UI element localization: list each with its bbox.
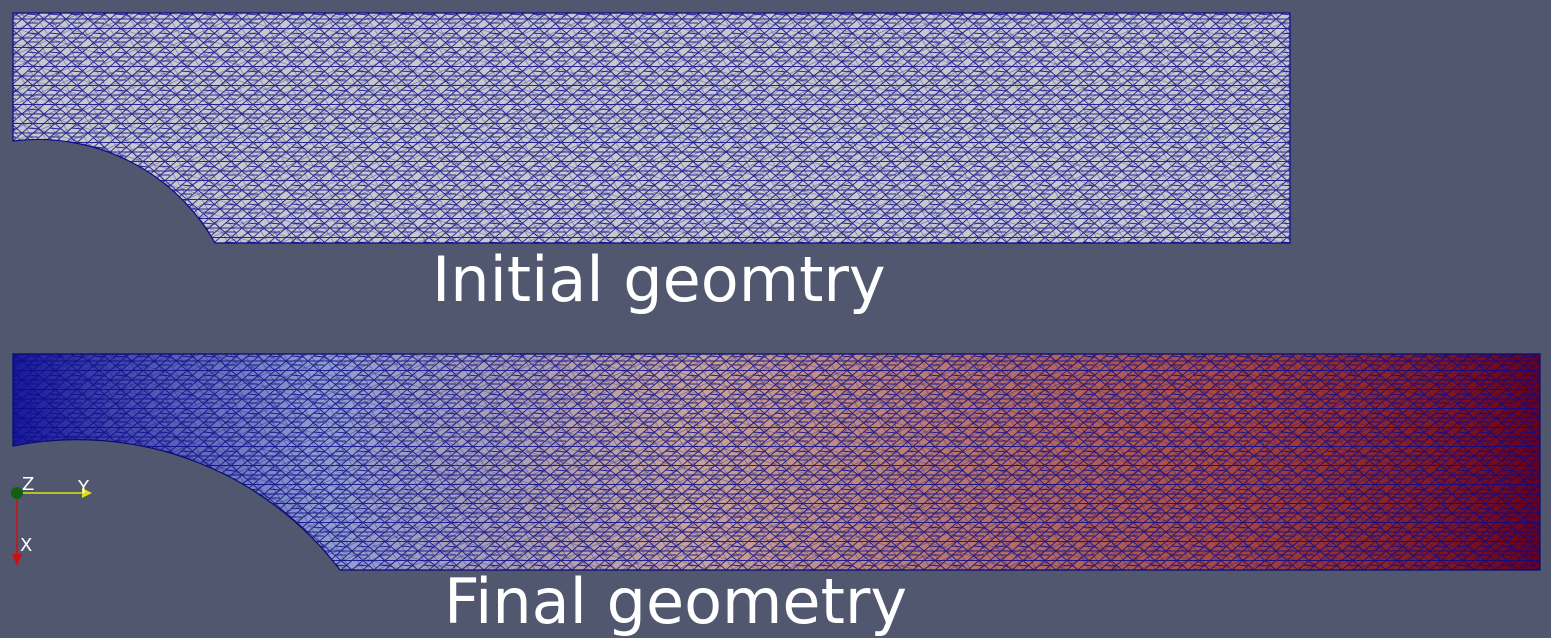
- initial-mesh-outline: [12, 12, 1291, 244]
- x-axis-label: X: [20, 535, 33, 556]
- final-mesh-outline: [12, 353, 1541, 571]
- z-axis-label: Z: [22, 474, 35, 495]
- final-geometry-caption: Final geometry: [444, 565, 908, 638]
- final-mesh[interactable]: [12, 353, 1541, 571]
- final-mesh-wireframe: [13, 354, 1540, 570]
- z-axis-dot-icon: [11, 487, 23, 499]
- orientation-axes: [11, 487, 92, 566]
- initial-geometry-caption: Initial geomtry: [432, 243, 886, 316]
- initial-mesh-wireframe: [13, 13, 1290, 243]
- x-axis-arrow-icon: [12, 554, 22, 566]
- y-axis-arrow-icon: [82, 488, 92, 498]
- y-axis-label: Y: [78, 477, 89, 498]
- initial-mesh[interactable]: [12, 12, 1291, 244]
